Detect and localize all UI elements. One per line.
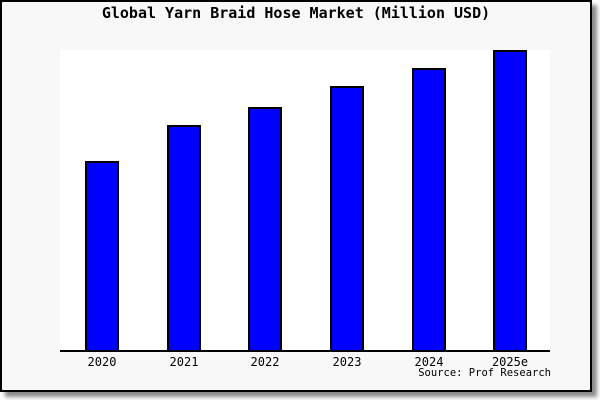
x-tick-label-2025e: 2025e <box>491 355 529 369</box>
bar-2024 <box>412 68 446 350</box>
source-note: Source: Prof Research <box>418 367 551 379</box>
chart-title: Global Yarn Braid Hose Market (Million U… <box>101 4 491 22</box>
chart-frame: Global Yarn Braid Hose Market (Million U… <box>0 0 592 392</box>
plot-area <box>60 50 550 352</box>
x-axis-tick-labels: 2020 2021 2022 2023 2024 2025e <box>60 354 550 370</box>
x-tick-label-2021: 2021 <box>169 355 199 369</box>
x-tick-label-2022: 2022 <box>250 355 280 369</box>
bar-2021 <box>167 125 201 350</box>
bar-2023 <box>330 86 364 350</box>
bar-2022 <box>248 107 282 350</box>
bar-2020 <box>85 161 119 350</box>
x-tick-label-2024: 2024 <box>414 355 444 369</box>
x-tick-label-2020: 2020 <box>87 355 117 369</box>
bar-2025e <box>493 50 527 350</box>
x-tick-label-2023: 2023 <box>332 355 362 369</box>
